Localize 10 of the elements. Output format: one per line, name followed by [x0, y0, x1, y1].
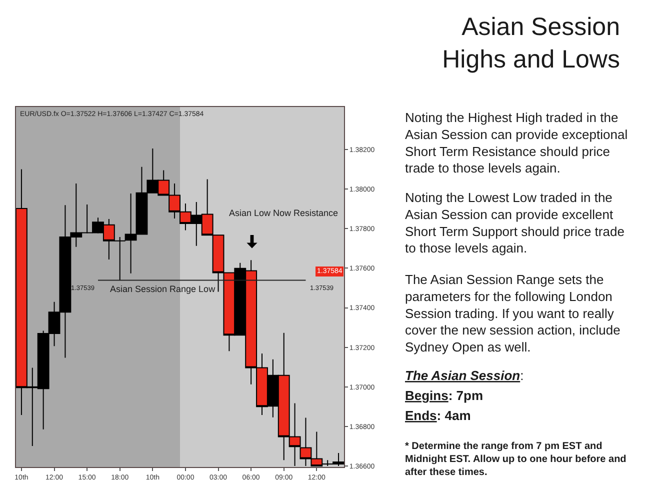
text: Asian Session Highs and Lows — [442, 13, 620, 74]
text: Ends: 4am — [405, 408, 471, 423]
annotation: Asian Low Now Resistance — [229, 208, 338, 218]
text: Begins: 7pm — [405, 388, 484, 403]
text: * Determine the range from 7 pm EST and Midnight EST. Allow up to one hour before and after these times. — [405, 441, 626, 478]
text: The Asian Session Range sets the parameters for the following London Session trading. If you want to really cover the new session action, include Sydney Open as well. — [405, 272, 620, 355]
text: The Asian Session: — [405, 368, 524, 383]
annotation: Asian Session Range Low — [110, 284, 216, 294]
text: Noting the Lowest Low traded in the Asian Session can provide excellent Short Term Support should price trade to those levels again. — [405, 190, 624, 256]
text: Noting the Highest High traded in the Asian Session can provide exceptional Short Term Resistance should price trade to those levels again. — [405, 110, 628, 176]
